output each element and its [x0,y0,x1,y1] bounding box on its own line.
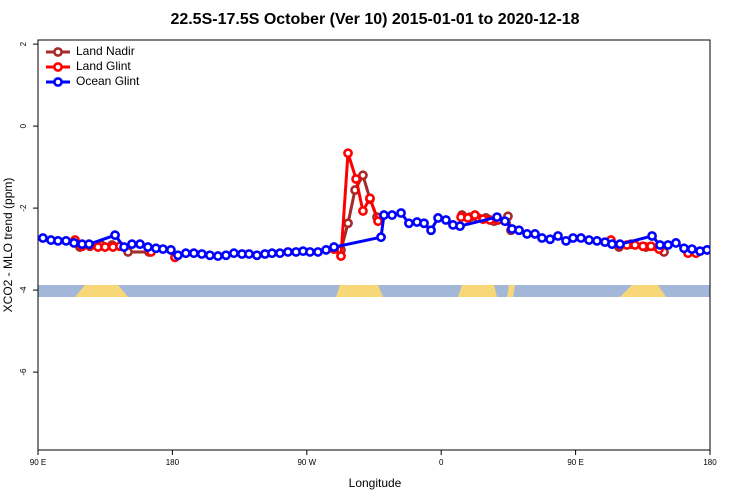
y-tick-label: 2 [19,41,28,46]
land-ocean-strip [38,285,710,297]
data-point [646,241,656,252]
data-point [514,225,524,236]
data-point [671,238,681,248]
data-point [638,241,648,252]
data-point [522,229,532,239]
data-point [158,244,168,254]
data-point [419,218,429,229]
data-point [61,235,71,246]
legend-label: Land Glint [76,59,131,73]
data-point [687,244,697,254]
data-point [321,245,331,255]
data-point [492,212,502,223]
data-point [189,248,199,259]
plot-frame [37,39,711,451]
data-point [433,213,443,223]
data-point [376,232,386,243]
data-point [373,216,383,227]
x-tick-label: 0 [439,458,444,467]
data-point [647,231,657,241]
y-tick-label: -6 [19,368,28,376]
data-point [351,174,361,184]
data-point [592,235,602,246]
x-tick-label: 90 E [30,458,46,467]
chart-title: 22.5S-17.5S October (Ver 10) 2015-01-01 … [170,11,579,28]
x-tick-label: 180 [703,458,717,467]
data-point [110,230,120,241]
data-point [576,233,586,243]
data-point [615,239,625,250]
data-point [267,248,277,259]
data-point [196,249,207,259]
data-point [53,235,63,246]
data-point [426,225,436,236]
y-axis-label: XCO2 - MLO trend (ppm) [1,178,15,313]
data-point [84,239,94,250]
data-point [180,248,191,259]
data-point [343,218,353,229]
data-point [441,215,451,225]
y-tick-label: -4 [19,286,28,294]
data-point [358,170,368,181]
x-axis-label: Longitude [349,476,402,490]
data-point [313,247,323,257]
data-point [204,250,215,261]
data-point [500,216,510,227]
data-point [244,249,254,259]
legend-marker [53,62,63,72]
data-point [365,193,375,204]
data-point [38,233,48,243]
data-point [229,248,239,259]
data-point [530,229,540,239]
data-point [343,148,353,159]
data-point [396,208,406,218]
data-point [166,245,176,255]
plot-area [38,148,710,263]
data-point [252,250,262,261]
data-point [173,250,183,261]
data-point [221,250,231,261]
data-point [213,251,223,261]
data-point [275,248,285,259]
legend-marker [53,47,63,57]
y-tick-label: 0 [19,123,28,128]
data-point [305,247,315,257]
data-point [119,242,129,252]
x-tick-label: 180 [166,458,180,467]
data-point [404,218,414,229]
data-point [607,239,617,250]
data-point [537,233,547,243]
legend-label: Ocean Glint [76,74,140,88]
data-point [358,206,368,216]
x-tick-label: 90 W [297,458,316,467]
data-point [455,221,465,232]
data-point [329,242,339,252]
data-point [545,234,555,245]
data-point [702,245,710,255]
data-point [336,251,346,261]
data-point [379,210,389,220]
data-point [387,210,397,220]
data-point [655,240,665,250]
data-point [143,242,153,252]
y-tick-label: -2 [19,204,28,212]
data-point [135,239,145,250]
data-point [127,239,137,250]
data-point [100,242,110,252]
data-point [568,233,578,243]
data-point [470,210,480,220]
data-point [69,238,79,248]
x-tick-label: 90 E [567,458,583,467]
data-point [663,240,673,250]
legend-label: Land Nadir [76,44,135,58]
data-point [584,235,594,245]
data-point [679,243,689,254]
legend-marker [53,77,63,87]
data-point [283,247,293,257]
data-point [553,231,563,241]
